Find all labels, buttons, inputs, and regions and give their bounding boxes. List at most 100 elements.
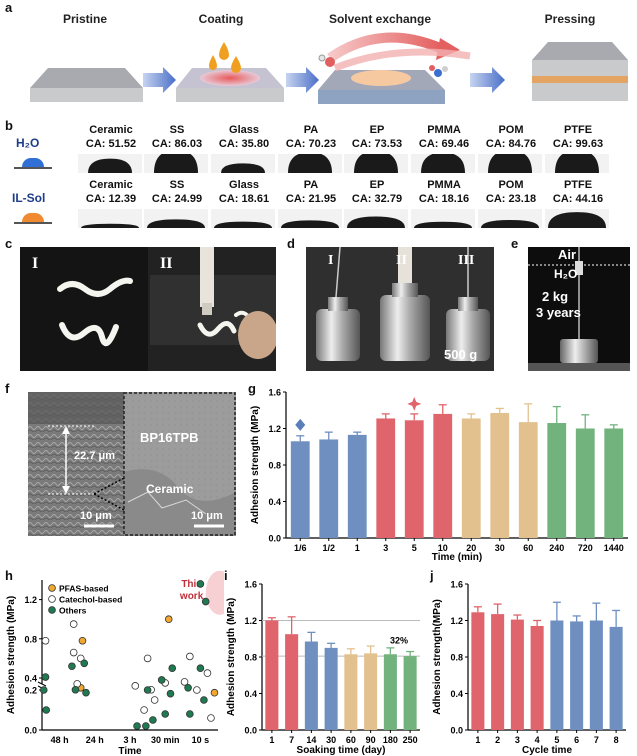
this-work-label-2: work: [179, 591, 204, 602]
x-tick-label-240: 240: [549, 543, 564, 553]
photo-d-label-2: II: [396, 253, 407, 268]
bar-5: [404, 420, 424, 538]
droplet-shape-0-3: [288, 154, 332, 173]
droplet-image-1-0: [78, 209, 142, 228]
sem-material: BP16TPB: [140, 430, 199, 445]
y-tick-label-4: 1.6: [244, 580, 257, 590]
contact-angle-value-1-5: CA: 18.16: [418, 193, 470, 205]
droplet-image-1-1: [144, 209, 208, 228]
bar-1: [265, 620, 279, 730]
contact-angle-value-0-3: CA: 70.23: [285, 138, 337, 150]
point-1-2: [69, 648, 78, 657]
bar-2: [491, 614, 505, 730]
point-2-8: [142, 722, 150, 730]
photo-d-graphic: [306, 247, 494, 371]
photo-e-graphic: [528, 247, 630, 371]
bar-180: [383, 654, 397, 730]
point-1-14: [207, 714, 215, 722]
x-tick-label-720: 720: [578, 543, 593, 553]
x-tick-label-14: 14: [306, 735, 316, 745]
bar-1/2: [319, 439, 339, 538]
bar-5: [550, 620, 564, 730]
sem-scale-left: 10 μm: [80, 510, 112, 522]
panel-d-letter: d: [287, 236, 295, 251]
axis-break-1: [37, 681, 47, 687]
legend-label-1: Catechol-based: [59, 595, 122, 605]
marker-star: [407, 396, 422, 411]
x-tick-label-10: 10: [438, 543, 448, 553]
point-2-11: [157, 676, 166, 684]
y-tick-label-1: 0.4: [244, 689, 257, 699]
droplet-shape-0-5: [421, 154, 465, 173]
y-axis-label: Adhesion strength (MPa): [6, 596, 17, 714]
bar-90: [364, 653, 378, 730]
x-tick-label-7: 7: [594, 735, 599, 745]
panel-c-letter: c: [5, 236, 13, 251]
chart-adhesion-vs-soaking: 0.0 0.4 0.8 1.2 1.6 1 7 14 30 60 90 180 250 Soaking t…: [226, 580, 420, 756]
x-tick-label-60: 60: [346, 735, 356, 745]
x-tick-label-3: 3: [515, 735, 520, 745]
point-1-0: [41, 636, 50, 645]
substrate-name-0-4: EP: [369, 124, 385, 136]
x-tick-label-1: 24 h: [86, 735, 104, 745]
solvent-exchange-substrate: [318, 32, 471, 104]
droplet-image-0-2: [211, 154, 275, 173]
contact-angle-value-1-3: CA: 21.95: [285, 193, 337, 205]
bar-7: [285, 634, 299, 730]
droplet-image-0-0: [78, 154, 142, 173]
substrate-name-1-5: PMMA: [427, 179, 461, 191]
panel-j-letter: j: [430, 568, 434, 583]
point-0-0: [78, 636, 87, 645]
x-tick-label-3: 3: [383, 543, 388, 553]
arrow-3: [470, 67, 505, 93]
x-tick-label-5: 5: [554, 735, 559, 745]
y-tick-label-3: 1.2: [450, 616, 463, 626]
contact-angle-value-1-7: CA: 44.16: [552, 193, 604, 205]
arrow-1: [143, 67, 176, 93]
legend-label-0: PFAS-based: [59, 584, 109, 594]
bar-20: [461, 418, 481, 538]
x-tick-label-1: 1: [269, 735, 274, 745]
substrate-name-1-7: PTFE: [563, 179, 593, 191]
bar-14: [304, 641, 318, 730]
arrow-2: [286, 67, 319, 93]
point-2-1: [39, 686, 48, 694]
droplet-image-1-3: [278, 209, 342, 228]
photo-e: Air H₂O 2 kg 3 years: [528, 247, 630, 371]
x-axis-label: Time: [118, 746, 142, 756]
y-tick-label-0: 0.0: [24, 726, 37, 736]
substrate-name-0-2: Glass: [229, 124, 259, 136]
droplet-image-0-4: [344, 154, 408, 173]
photo-e-water: H₂O: [554, 267, 578, 281]
photo-c-label-2: II: [160, 255, 173, 272]
panel-a-letter: a: [5, 0, 13, 15]
drop-annotation: 32%: [390, 635, 408, 645]
point-2-16: [186, 710, 194, 718]
point-0-3: [210, 688, 219, 697]
point-2-5: [71, 685, 80, 694]
droplet-shape-1-6: [481, 219, 539, 228]
panel-f-letter: f: [5, 381, 10, 396]
point-2-4: [80, 659, 89, 668]
point-1-8: [150, 696, 159, 704]
x-tick-label-20: 20: [466, 543, 476, 553]
x-tick-label-4: 10 s: [192, 735, 210, 745]
droplet-shape-0-0: [88, 158, 132, 173]
contact-angle-value-0-6: CA: 84.76: [485, 138, 537, 150]
bar-60: [344, 654, 358, 730]
droplet-shape-1-2: [214, 221, 272, 228]
x-tick-label-250: 250: [403, 735, 418, 745]
substrate-name-0-6: POM: [498, 124, 524, 136]
contact-angle-value-0-1: CA: 86.03: [151, 138, 203, 150]
y-tick-label-4: 1.2: [24, 595, 37, 605]
bar-240: [547, 423, 567, 538]
contact-angle-value-0-0: CA: 51.52: [85, 138, 137, 150]
stage-label-solvent-exchange: Solvent exchange: [328, 12, 432, 26]
photo-c-graphic: [20, 247, 276, 371]
y-tick-label-3: 1.2: [268, 424, 281, 434]
bar-1: [347, 434, 367, 538]
panel-h-letter: h: [5, 568, 13, 583]
substrate-name-0-5: PMMA: [427, 124, 461, 136]
x-tick-label-0: 48 h: [51, 735, 69, 745]
x-axis-label: Time (min): [432, 552, 482, 562]
